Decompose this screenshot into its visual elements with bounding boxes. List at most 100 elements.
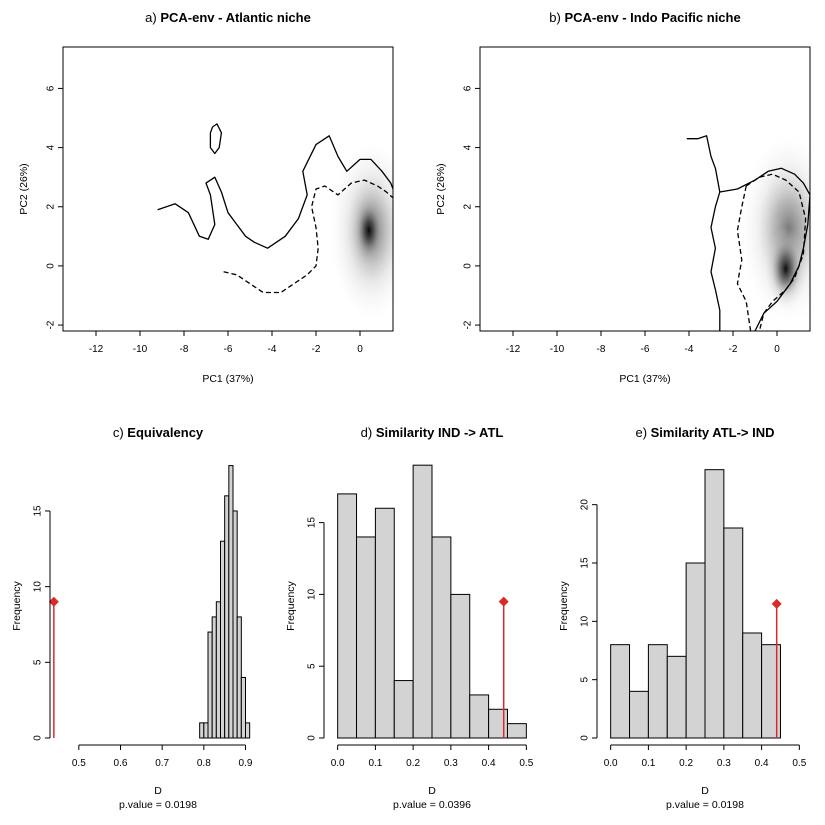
histogram-bar <box>356 536 376 739</box>
x-tick-label: 0.4 <box>755 758 769 769</box>
histogram-bar <box>199 722 205 739</box>
histogram-bar <box>629 690 649 739</box>
density-peak <box>351 191 387 269</box>
histogram-bar <box>224 495 230 739</box>
histogram-bar <box>469 694 490 739</box>
y-tick-label: -2 <box>46 320 57 329</box>
x-tick-label: -4 <box>685 344 694 355</box>
histogram-bar <box>488 708 508 739</box>
x-axis-label: D <box>154 785 162 797</box>
panel-title: e) Similarity ATL-> IND <box>635 425 774 440</box>
contour-100pct <box>719 167 810 331</box>
histogram-bar <box>666 655 687 739</box>
panel-title: a) PCA-env - Atlantic niche <box>145 10 311 25</box>
y-tick-label: 20 <box>580 499 591 511</box>
histogram-bar <box>232 510 238 739</box>
histogram-bar <box>203 722 209 739</box>
observed-value-marker <box>498 596 509 607</box>
panel-e: 0.0 0.1 0.2 0.3 0.4 0.5 0 5 10 15 20 e) Similarity … <box>558 425 807 811</box>
panel-title: d) Similarity IND -> ATL <box>361 425 504 440</box>
y-tick-label: 0 <box>580 735 591 741</box>
y-tick-label: 2 <box>463 204 474 210</box>
observed-value-marker <box>48 596 59 607</box>
x-tick-label: -4 <box>268 344 277 355</box>
histogram-bar <box>374 507 395 739</box>
histogram-bar <box>704 469 725 739</box>
y-tick-label: -2 <box>463 320 474 329</box>
y-tick-label: 0 <box>463 263 474 269</box>
x-tick-label: 0.3 <box>444 758 458 769</box>
y-tick-label: 6 <box>46 85 57 91</box>
x-tick-label: 0.9 <box>239 758 253 769</box>
x-tick-label: -2 <box>729 344 738 355</box>
histogram-bar <box>685 562 706 739</box>
y-tick-label: 15 <box>580 557 591 569</box>
y-axis-label: Frequency <box>11 580 23 630</box>
y-tick-label: 6 <box>463 85 474 91</box>
y-tick-label: 5 <box>307 663 318 669</box>
histogram-bar <box>450 593 471 739</box>
p-value-label: p.value = 0.0198 <box>119 799 197 811</box>
x-axis-label: D <box>701 785 709 797</box>
histogram-bar <box>245 722 251 739</box>
density-peak <box>764 227 807 311</box>
y-axis-label: PC2 (26%) <box>18 163 30 214</box>
x-axis-label: PC1 (37%) <box>619 373 670 385</box>
histogram-bar <box>228 465 234 739</box>
x-tick-label: -12 <box>506 344 521 355</box>
panel-b: -12 -10 -8 -6 -4 -2 0 -2 0 2 4 6 b) PCA-env - Indo P… <box>435 10 811 385</box>
y-tick-label: 5 <box>33 659 44 665</box>
histogram-bar <box>207 631 213 739</box>
panel-title: c) Equivalency <box>113 425 204 440</box>
density-layer <box>686 133 810 331</box>
x-tick-label: 0 <box>357 344 363 355</box>
x-tick-label: -6 <box>224 344 233 355</box>
histogram-bar <box>761 644 781 739</box>
p-value-label: p.value = 0.0198 <box>666 799 744 811</box>
histogram-bar <box>506 723 527 739</box>
x-tick-label: 0.2 <box>679 758 693 769</box>
density-layer <box>157 123 393 321</box>
histogram-bar <box>431 536 452 739</box>
y-axis-label: Frequency <box>285 580 297 630</box>
y-tick-label: 4 <box>46 144 57 150</box>
histogram-bar <box>220 540 226 739</box>
observed-value-marker <box>771 598 782 609</box>
x-tick-label: -6 <box>641 344 650 355</box>
panel-title: b) PCA-env - Indo Pacific niche <box>549 10 740 25</box>
y-tick-label: 4 <box>463 144 474 150</box>
histogram-bar <box>647 644 668 739</box>
y-tick-label: 15 <box>33 505 44 517</box>
x-tick-label: 0.7 <box>155 758 169 769</box>
histogram-bar <box>393 680 414 739</box>
x-tick-label: 0.5 <box>792 758 806 769</box>
contour-50pct <box>745 173 807 331</box>
x-tick-label: -10 <box>133 344 148 355</box>
x-tick-label: -8 <box>180 344 189 355</box>
histogram-bar <box>215 601 221 739</box>
x-tick-label: 0.0 <box>331 758 345 769</box>
panel-c: 0.5 0.6 0.7 0.8 0.9 0 5 10 15 c) Equivalency Dp.va… <box>11 425 253 811</box>
x-tick-label: 0.0 <box>604 758 618 769</box>
histogram-bar <box>742 632 763 739</box>
y-axis-label: Frequency <box>558 580 570 630</box>
y-tick-label: 0 <box>307 735 318 741</box>
y-tick-label: 10 <box>580 615 591 627</box>
x-tick-label: 0.4 <box>482 758 496 769</box>
x-axis-label: D <box>428 785 436 797</box>
histogram-bar <box>240 676 246 739</box>
histogram-bar <box>211 616 217 739</box>
contour-50pct <box>223 179 393 294</box>
x-tick-label: 0.1 <box>641 758 655 769</box>
x-tick-label: -8 <box>597 344 606 355</box>
histogram-bar <box>610 644 631 739</box>
histogram-bar <box>236 616 242 739</box>
x-tick-label: -2 <box>312 344 321 355</box>
panel-a: -12 -10 -8 -6 -4 -2 0 -2 0 2 4 6 a) PCA-env - Atlant… <box>18 10 394 385</box>
contour-100pct <box>157 135 393 249</box>
y-tick-label: 10 <box>33 581 44 593</box>
histogram-bar <box>412 464 433 739</box>
x-tick-label: 0.5 <box>519 758 533 769</box>
y-tick-label: 0 <box>33 735 44 741</box>
